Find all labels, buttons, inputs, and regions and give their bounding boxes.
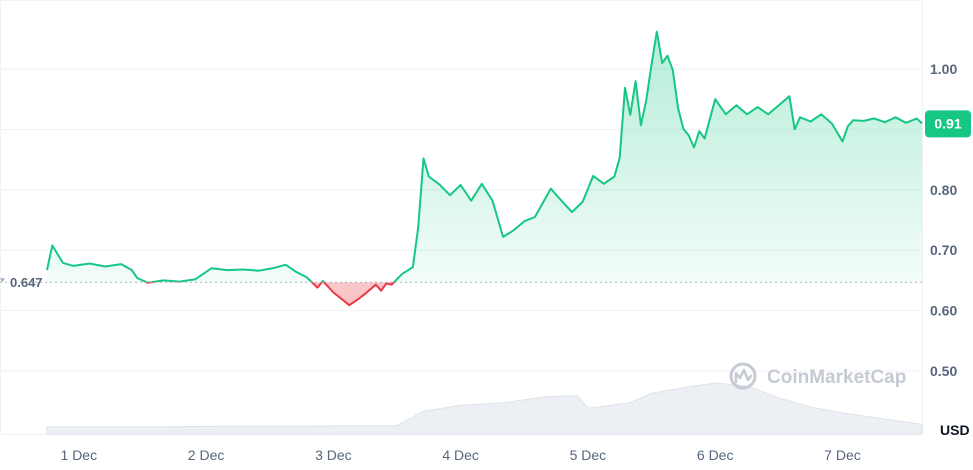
x-tick-label: 3 Dec — [315, 447, 352, 463]
y-axis: 0.50 0.60 0.70 0.80 1.00 — [930, 61, 957, 379]
coinmarketcap-watermark: CoinMarketCap — [729, 362, 906, 390]
price-line-up[interactable] — [46, 30, 923, 306]
reference-price-label: 0.647 — [10, 275, 43, 290]
y-tick-label: 0.70 — [930, 242, 957, 258]
watermark-text: CoinMarketCap — [767, 367, 906, 388]
current-price-badge: 0.91 — [925, 110, 971, 138]
area-above-reference — [47, 31, 922, 283]
volume-area — [46, 382, 923, 435]
x-tick-label: 5 Dec — [570, 447, 607, 463]
x-tick-label: 7 Dec — [824, 447, 861, 463]
reference-marker: 0.647 — [0, 275, 43, 290]
x-tick-label: 1 Dec — [61, 447, 98, 463]
coinmarketcap-logo-icon — [729, 362, 757, 390]
x-tick-label: 4 Dec — [442, 447, 479, 463]
x-tick-label: 6 Dec — [697, 447, 734, 463]
area-below-reference — [146, 282, 395, 306]
y-tick-label: 0.80 — [930, 182, 957, 198]
y-tick-label: 0.60 — [930, 303, 957, 319]
x-tick-label: 2 Dec — [188, 447, 225, 463]
currency-unit-label: USD — [940, 422, 970, 438]
reference-arrow-icon — [0, 278, 5, 283]
y-tick-label: 1.00 — [930, 61, 957, 77]
price-area — [47, 31, 922, 306]
price-line[interactable] — [46, 30, 923, 307]
y-tick-label: 0.50 — [930, 363, 957, 379]
volume-shape — [46, 382, 923, 435]
current-price-label: 0.91 — [934, 115, 961, 131]
x-axis: 1 Dec 2 Dec 3 Dec 4 Dec 5 Dec 6 Dec 7 Dec — [61, 447, 861, 463]
